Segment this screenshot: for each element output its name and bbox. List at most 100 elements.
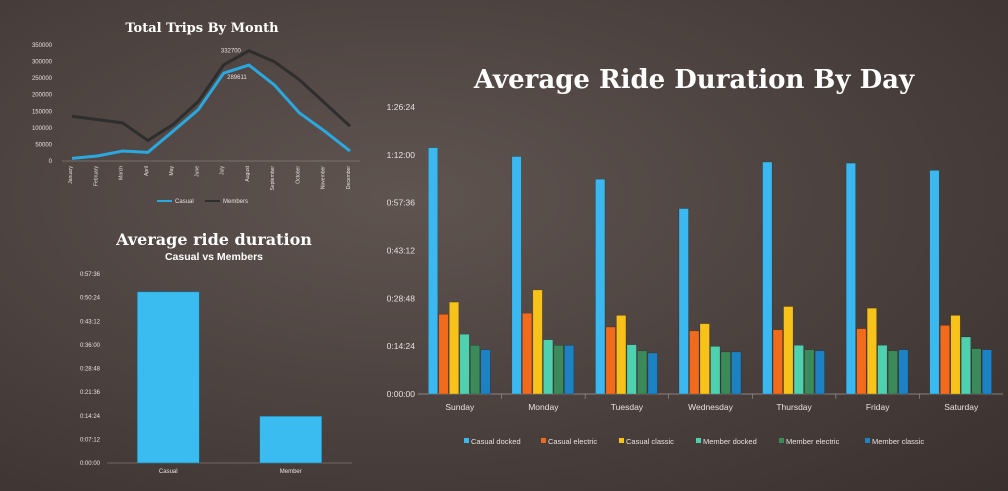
trips-x-tick: December (346, 166, 352, 189)
by-day-bar (438, 314, 449, 395)
by-day-bar (887, 350, 898, 395)
by-day-legend-swatch (865, 438, 870, 443)
by-day-bar (939, 325, 950, 395)
by-day-bar (678, 208, 689, 395)
by-day-bar (564, 345, 575, 395)
trips-y-tick: 100000 (32, 126, 53, 132)
trips-x-tick: January (68, 166, 74, 184)
by-day-legend-swatch (619, 438, 624, 443)
by-day-bar (720, 351, 731, 395)
by-day-x-tick: Sunday (445, 402, 475, 412)
by-day-bar (710, 346, 721, 395)
duration-by-day-title: Average Ride Duration By Day (473, 65, 915, 95)
trips-data-labels: 332700 289611 (221, 49, 247, 81)
by-day-legend-label: Member docked (703, 437, 757, 446)
by-day-bar (511, 156, 522, 395)
trips-x-tick: March (119, 166, 125, 180)
trips-x-tick: May (169, 166, 175, 176)
by-day-bar (543, 339, 554, 395)
avg-duration-bar-casual (136, 291, 200, 464)
casual-peak-label: 289611 (227, 75, 247, 81)
avg-duration-y-tick: 0:57:36 (80, 272, 101, 278)
avg-duration-y-tick: 0:28:48 (80, 367, 101, 373)
avg-duration-x-axis: Casual Member (159, 469, 302, 475)
by-day-bar (971, 348, 982, 395)
avg-duration-title: Average ride duration (115, 230, 312, 249)
by-day-bar (428, 147, 439, 395)
trips-y-axis: 0 50000 100000 150000 200000 250000 300000 3500… (32, 43, 360, 165)
trips-series-casual-line (71, 63, 351, 160)
avg-duration-chart: Average ride duration Casual vs Members … (80, 230, 352, 475)
by-day-legend-label: Casual docked (471, 437, 521, 446)
trips-y-tick: 300000 (32, 60, 53, 66)
by-day-bar (699, 323, 710, 395)
by-day-x-tick: Saturday (944, 402, 979, 412)
by-day-legend-label: Member classic (872, 437, 924, 446)
trips-series (71, 49, 352, 160)
by-day-bar (929, 170, 940, 395)
by-day-bar (689, 330, 700, 395)
by-day-bar (793, 345, 804, 395)
avg-duration-y-tick: 0:50:24 (80, 296, 101, 302)
by-day-bar (783, 306, 794, 395)
by-day-bar (981, 349, 992, 395)
trips-x-tick: June (194, 166, 200, 177)
by-day-bar (449, 301, 460, 395)
legend-casual-label: Casual (175, 199, 194, 205)
trips-by-month-chart: Total Trips By Month 0 50000 100000 150000 2… (32, 21, 360, 205)
by-day-legend-swatch (696, 438, 701, 443)
by-day-bars (428, 147, 992, 395)
by-day-legend-swatch (779, 438, 784, 443)
by-day-x-tick: Tuesday (611, 402, 644, 412)
avg-duration-x-tick: Member (280, 469, 302, 475)
by-day-bar (532, 289, 543, 395)
by-day-bar (877, 345, 888, 395)
by-day-y-tick: 0:57:36 (387, 198, 416, 208)
by-day-bar (647, 352, 658, 395)
trips-x-tick: November (321, 166, 327, 189)
trips-x-tick: February (93, 166, 99, 187)
by-day-y-tick: 0:28:48 (387, 293, 416, 303)
by-day-x-tick: Monday (528, 402, 559, 412)
avg-duration-y-tick: 0:07:12 (80, 437, 101, 443)
by-day-bar (459, 333, 470, 395)
by-day-bar (616, 315, 627, 395)
by-day-bar (762, 161, 773, 395)
trips-y-tick: 150000 (32, 109, 53, 115)
by-day-legend-swatch (541, 438, 546, 443)
avg-duration-y-tick: 0:14:24 (80, 414, 101, 420)
by-day-y-tick: 0:00:00 (387, 389, 416, 399)
by-day-bar (804, 349, 815, 395)
by-day-bar (731, 351, 742, 395)
by-day-bar (866, 307, 877, 395)
avg-duration-y-tick: 0:00:00 (80, 461, 101, 467)
by-day-bar (814, 350, 825, 395)
by-day-y-tick: 0:43:12 (387, 246, 416, 256)
avg-duration-x-tick: Casual (159, 469, 178, 475)
by-day-bar (553, 345, 564, 395)
by-day-bar (845, 162, 856, 395)
avg-duration-bar-member (259, 415, 323, 464)
trips-y-tick: 50000 (35, 142, 52, 148)
by-day-bar (470, 345, 481, 395)
by-day-bar (856, 328, 867, 395)
legend-members-label: Members (223, 199, 248, 205)
trips-x-tick: April (144, 166, 150, 176)
by-day-bar (480, 349, 491, 395)
by-day-legend-label: Member electric (786, 437, 840, 446)
by-day-bar (950, 315, 961, 395)
trips-x-tick: September (270, 166, 276, 191)
avg-duration-subtitle: Casual vs Members (165, 251, 263, 263)
avg-duration-y-tick: 0:43:12 (80, 319, 101, 325)
by-day-x-tick: Friday (866, 402, 890, 412)
trips-legend: Casual Members (157, 199, 248, 205)
trips-y-tick: 0 (49, 159, 53, 165)
trips-y-tick: 250000 (32, 76, 53, 82)
by-day-bar (960, 336, 971, 395)
by-day-x-axis: Sunday Monday Tuesday Wednesday Thursday Frid… (445, 394, 979, 412)
trips-x-axis: January February March April May June July Augu… (68, 165, 352, 190)
by-day-bar (898, 349, 909, 395)
by-day-bar (637, 350, 648, 395)
by-day-legend: Casual docked Casual electric Casual class… (464, 437, 924, 446)
